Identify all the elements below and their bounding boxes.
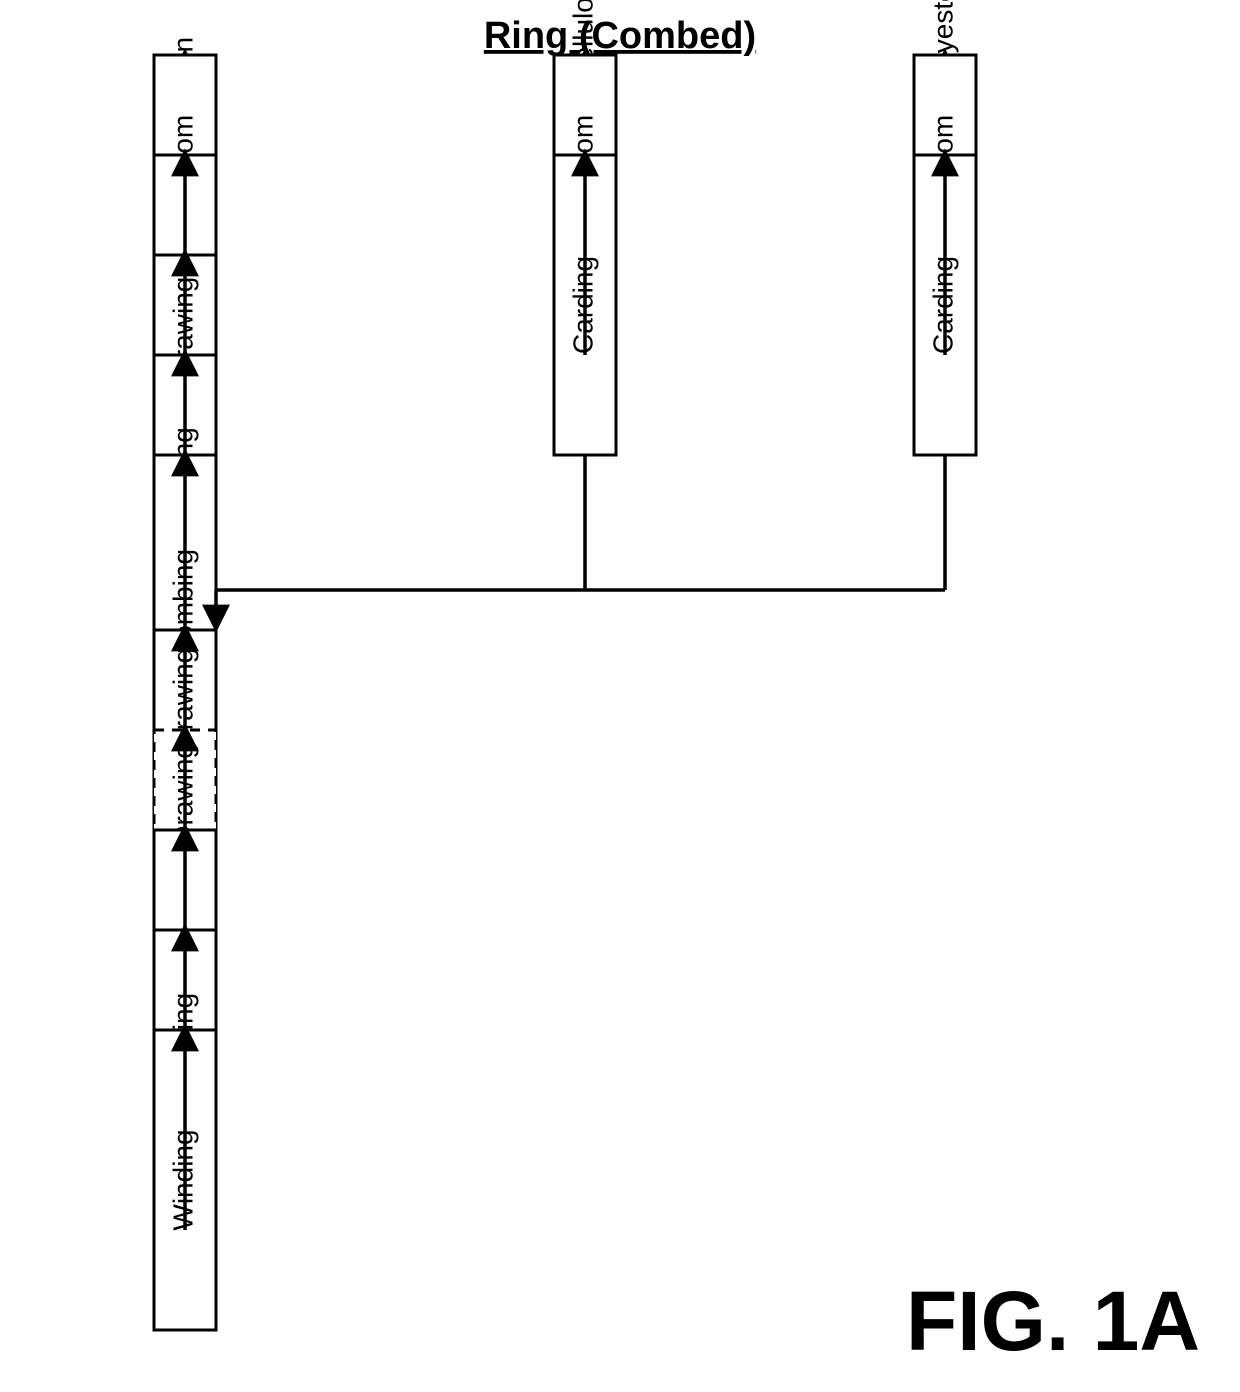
figure-label: FIG. 1A <box>906 1274 1200 1368</box>
flowchart: Ring (Combed)FIG. 1ARaw CottonBlowing Ro… <box>0 0 1240 1392</box>
r_carding-label: Carding <box>927 256 958 354</box>
l_winding-label: Winding <box>167 1129 198 1230</box>
m_carding-label: Carding <box>567 256 598 354</box>
diagram-title: Ring (Combed) <box>484 15 756 57</box>
